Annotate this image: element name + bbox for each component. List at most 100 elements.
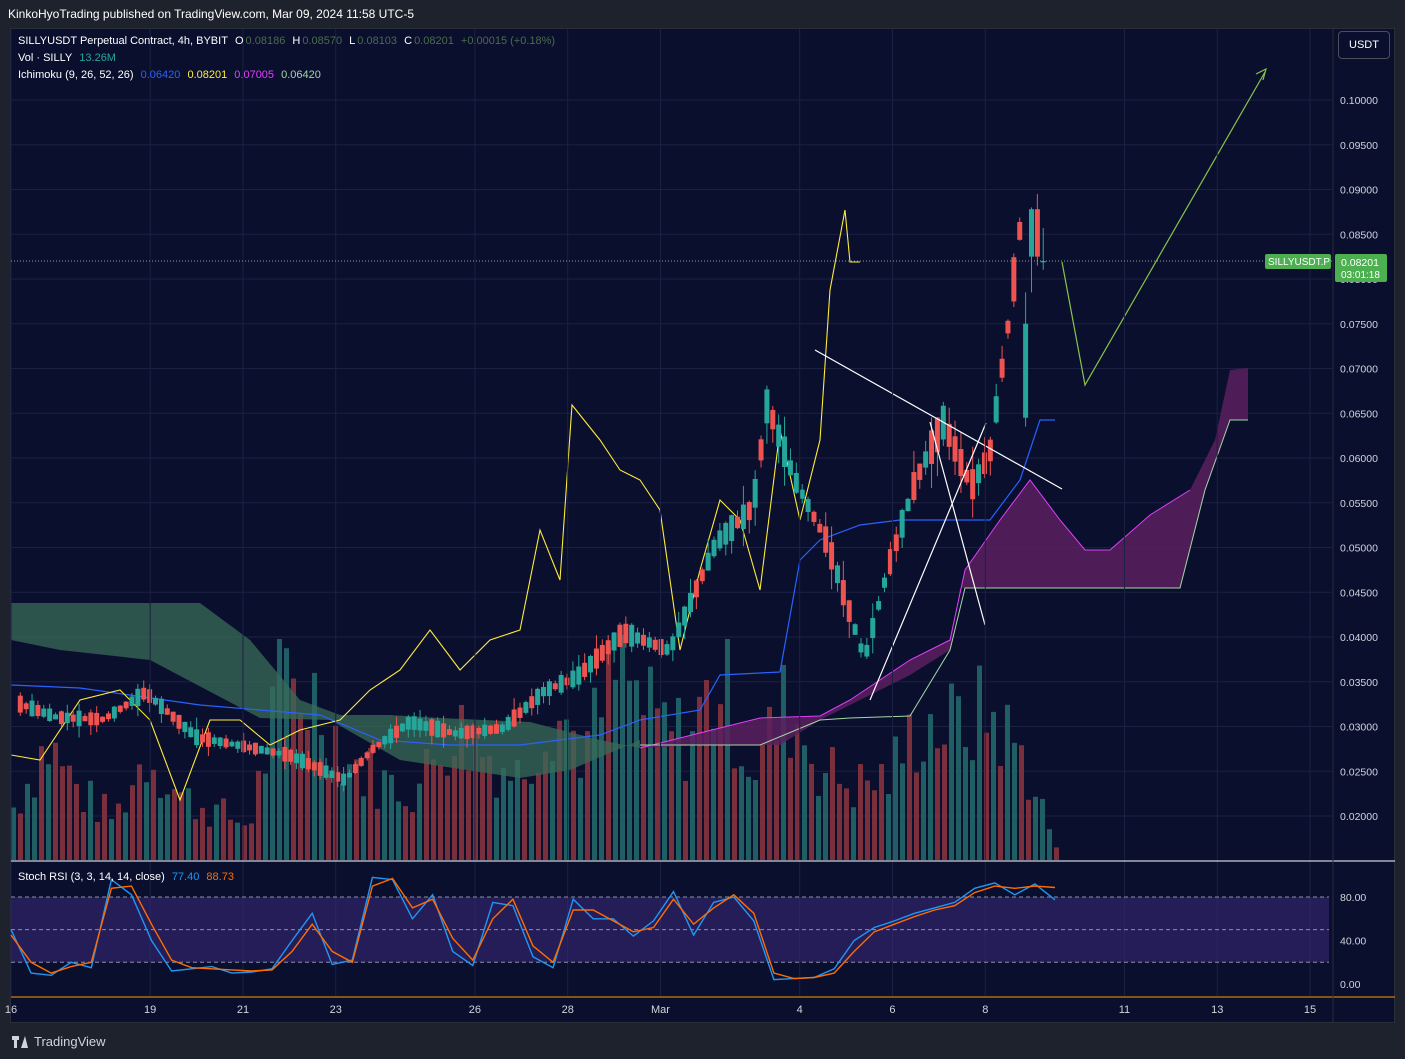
volume-bar — [39, 746, 44, 860]
open-value: 0.08186 — [245, 35, 286, 47]
candle-body — [1017, 222, 1023, 240]
volume-bar — [1040, 798, 1045, 860]
volume-bar — [382, 770, 387, 860]
price-axis-label: 0.04000 — [1340, 632, 1378, 644]
ichimoku-tenkan-value: 0.06420 — [140, 69, 181, 81]
candle-body — [593, 648, 599, 669]
volume-bar — [298, 712, 303, 860]
trendline-ascending — [869, 422, 987, 701]
tradingview-icon — [12, 1035, 28, 1048]
volume-bar — [326, 774, 331, 860]
candle-body — [17, 695, 23, 713]
time-axis-label: 15 — [1304, 1004, 1316, 1016]
candle-body — [211, 737, 217, 744]
candle-body — [100, 716, 106, 722]
candle-body — [194, 729, 200, 746]
candle-body — [893, 534, 899, 552]
volume-bar — [193, 819, 198, 860]
candle-body — [53, 714, 59, 720]
candle-body — [588, 655, 594, 673]
candle-body — [699, 569, 705, 582]
high-value: 0.08570 — [302, 35, 343, 47]
volume-bar — [816, 795, 821, 860]
volume-bar — [361, 796, 366, 860]
price-axis-label: 0.02000 — [1340, 811, 1378, 823]
candle-body — [135, 688, 141, 707]
volume-bar — [403, 806, 408, 860]
volume-bar — [88, 780, 93, 860]
volume-bar — [788, 757, 793, 860]
time-axis-label: 4 — [797, 1004, 803, 1016]
volume-bar — [214, 804, 219, 860]
volume-bar — [900, 763, 905, 860]
price-pane — [11, 67, 1332, 860]
volume-bar — [67, 765, 72, 860]
candle-body — [934, 417, 940, 453]
volume-legend: Vol · SILLY 13.26M — [18, 52, 120, 64]
candle-body — [999, 358, 1005, 378]
volume-bar — [1019, 745, 1024, 860]
price-axis-label: 0.06500 — [1340, 408, 1378, 420]
volume-bar — [109, 819, 114, 860]
volume-bar — [662, 702, 667, 860]
volume-bar — [431, 759, 436, 860]
volume-bar — [949, 683, 954, 860]
candle-body — [929, 430, 935, 464]
volume-bar — [704, 680, 709, 860]
volume-bar — [179, 792, 184, 860]
candle-body — [541, 686, 547, 697]
candle-body — [247, 744, 253, 751]
price-axis-label: 0.07500 — [1340, 319, 1378, 331]
volume-bar — [501, 767, 506, 860]
close-value: 0.08201 — [414, 35, 454, 47]
volume-bar — [585, 731, 590, 860]
stoch-axis-label: 80.00 — [1340, 892, 1366, 904]
volume-bar — [95, 821, 100, 860]
symbol-tag-text: SILLYUSDT.P — [1268, 257, 1330, 268]
volume-bar — [914, 772, 919, 860]
currency-button[interactable]: USDT — [1338, 31, 1390, 59]
candle-body — [840, 580, 846, 606]
volume-bar — [130, 785, 135, 860]
candle-body — [23, 703, 29, 710]
candle-body — [911, 472, 917, 501]
candle-body — [435, 720, 441, 738]
volume-bar — [879, 764, 884, 860]
volume-bar — [795, 724, 800, 860]
volume-bar — [571, 730, 576, 860]
time-axis-label: 6 — [889, 1004, 895, 1016]
candle-body — [35, 704, 41, 717]
projection-path — [1061, 71, 1266, 387]
candle-body — [535, 688, 541, 705]
time-axis-label: 19 — [144, 1004, 156, 1016]
candle-body — [276, 750, 282, 756]
volume-bar — [907, 714, 912, 860]
volume-bar — [809, 763, 814, 860]
volume-bar — [270, 686, 275, 860]
ichimoku-chikou-value: 0.08201 — [187, 69, 228, 81]
volume-bar — [74, 783, 79, 860]
volume-value: 13.26M — [79, 52, 116, 64]
candle-body — [470, 725, 476, 739]
time-axis-label: Mar — [651, 1004, 670, 1016]
volume-bar — [200, 807, 205, 860]
candle-body — [981, 452, 987, 475]
trendline-descending — [814, 349, 1063, 490]
candle-body — [205, 732, 211, 747]
candle-body — [305, 758, 311, 770]
candle-body — [576, 666, 582, 685]
volume-bar — [641, 715, 646, 860]
candle-body — [129, 696, 135, 706]
time-axis-label: 23 — [330, 1004, 342, 1016]
close-label: C — [404, 35, 413, 47]
candle-body — [746, 502, 752, 521]
candle-body — [664, 644, 670, 655]
tradingview-logo[interactable]: TradingView — [12, 1034, 106, 1049]
volume-bar — [634, 680, 639, 860]
change-value: +0.00015 (+0.18%) — [460, 35, 556, 47]
volume-bar — [760, 743, 765, 860]
volume-bar — [291, 678, 296, 860]
candle-body — [558, 674, 564, 693]
volume-bar — [942, 744, 947, 860]
